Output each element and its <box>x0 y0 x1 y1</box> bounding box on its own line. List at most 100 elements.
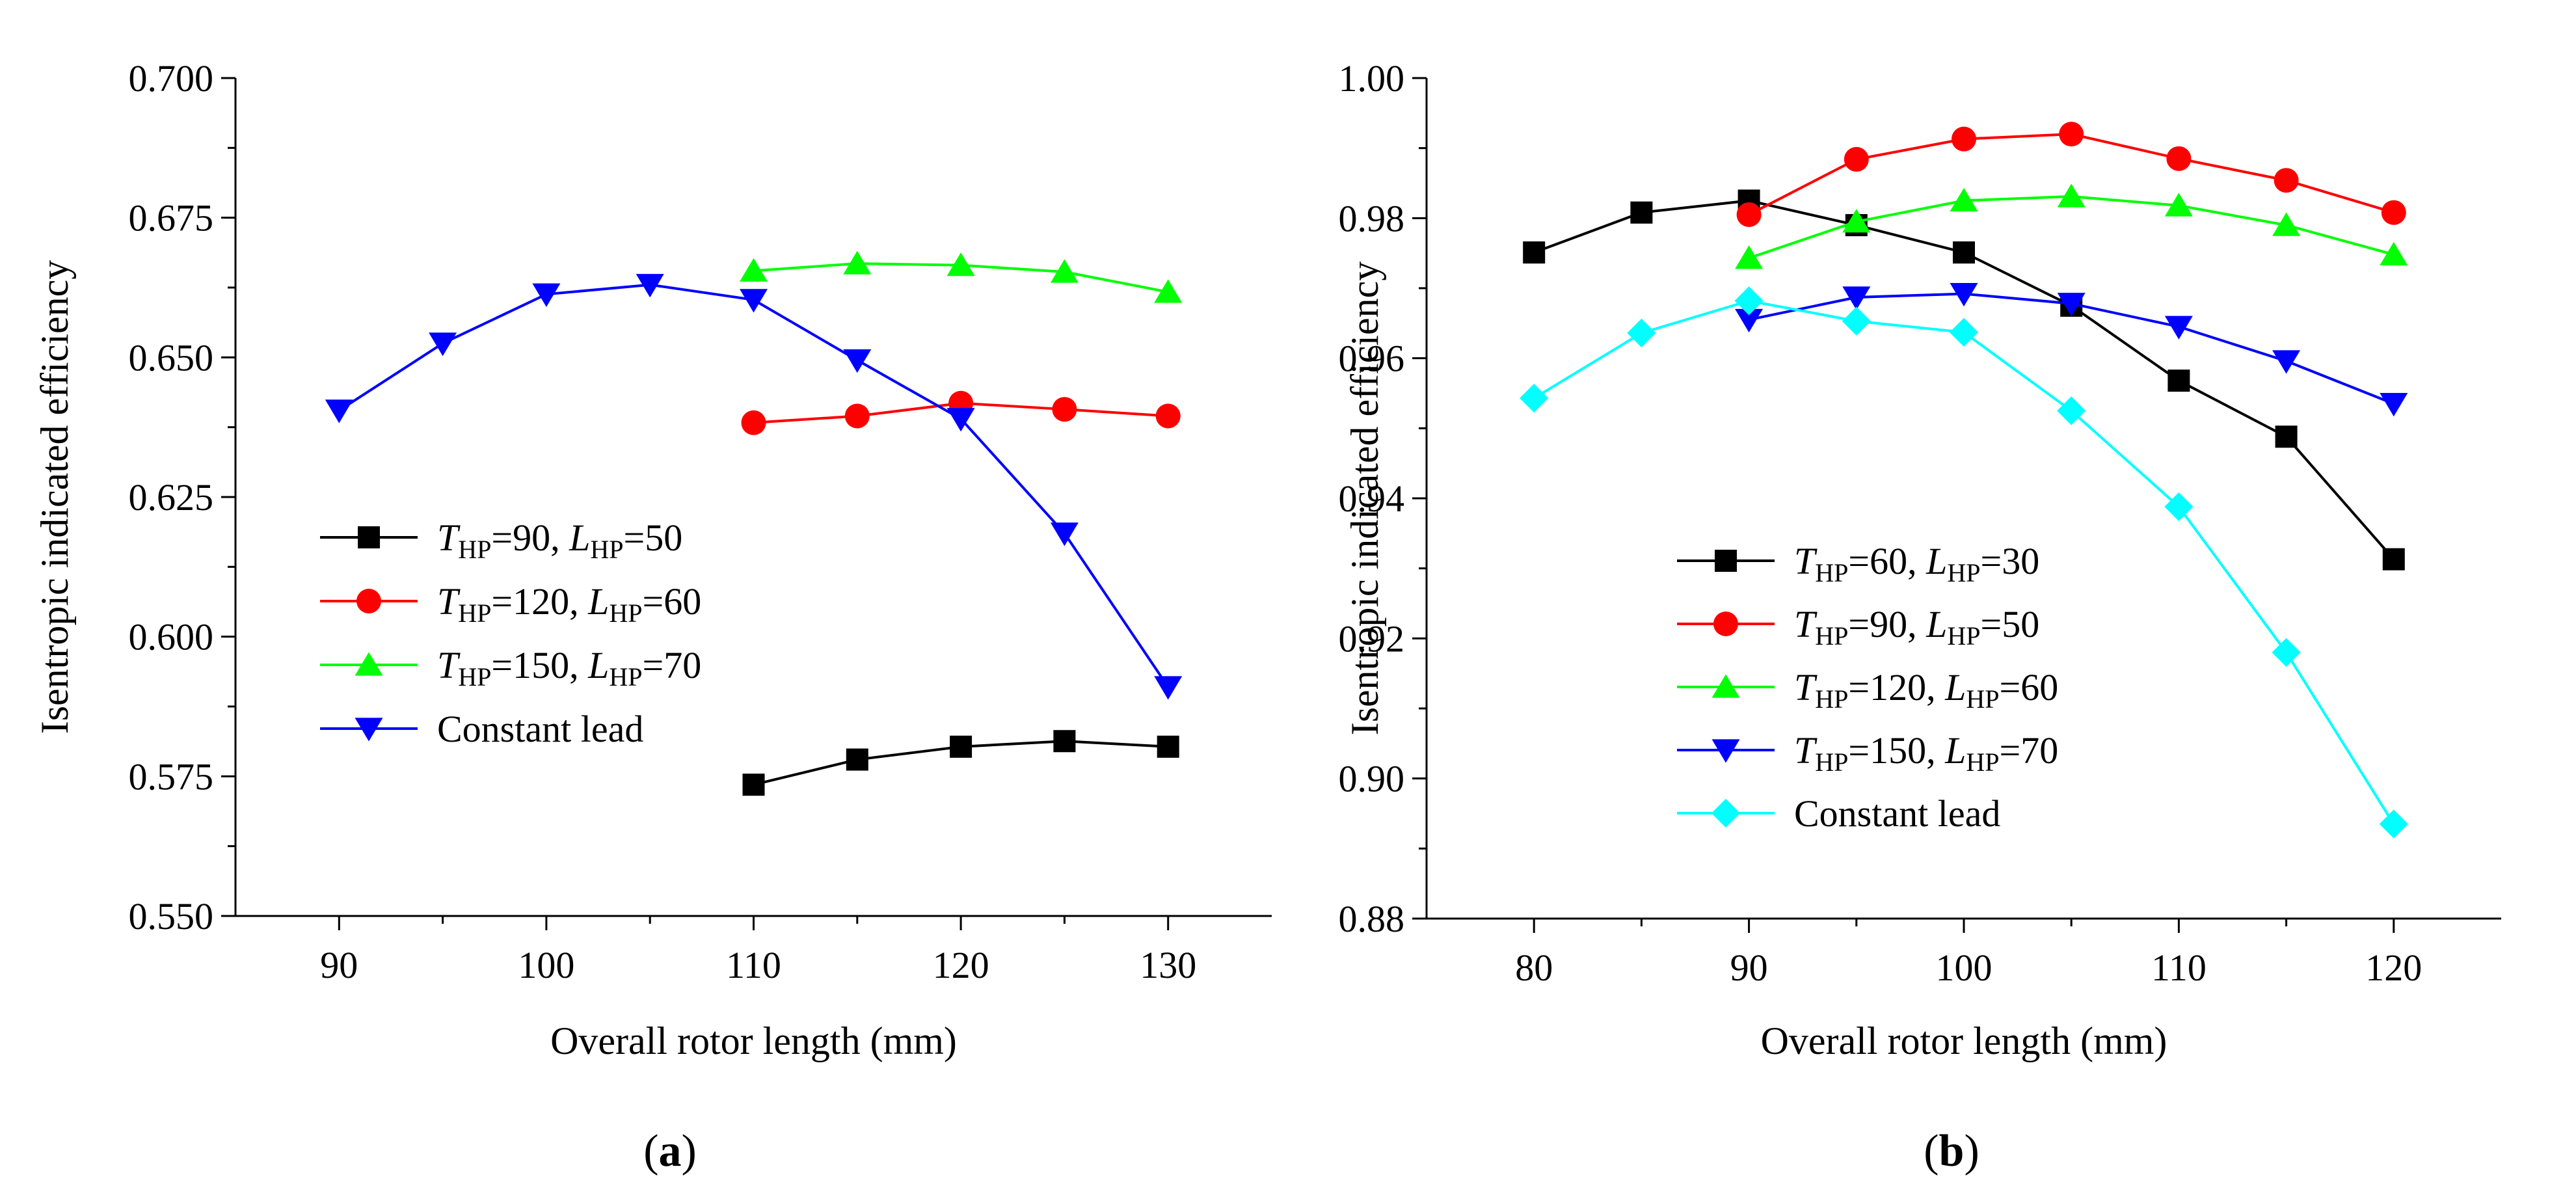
y-tick-label: 0.675 <box>129 197 214 239</box>
legend-marker <box>1713 612 1738 636</box>
legend-marker <box>355 652 383 676</box>
panel-label: (b) <box>1924 1126 1979 1176</box>
data-point <box>636 274 664 298</box>
legend-marker <box>358 526 380 548</box>
data-point <box>2272 638 2301 667</box>
x-tick-label: 90 <box>320 944 358 986</box>
data-point <box>2274 168 2299 193</box>
y-tick-label: 1.00 <box>1339 57 1405 100</box>
data-point <box>741 410 766 435</box>
legend-item: THP=60, LHP=30 <box>1677 540 2039 587</box>
data-point <box>1050 259 1079 283</box>
data-point <box>2379 809 2408 839</box>
legend-item: THP=150, LHP=70 <box>1677 729 2058 777</box>
data-point <box>1627 318 1656 348</box>
data-point <box>742 773 765 796</box>
legend-marker <box>1711 798 1741 828</box>
legend-label: Constant lead <box>437 708 643 750</box>
legend-marker <box>1715 550 1737 572</box>
legend-label: THP=150, LHP=70 <box>437 644 701 692</box>
y-axis-label: Isentropic indicated efficiency <box>33 260 76 734</box>
data-point <box>532 283 561 307</box>
data-point <box>946 252 975 276</box>
legend: THP=90, LHP=50 THP=120, LHP=60 THP=150, LH… <box>320 517 701 750</box>
legend-label: THP=120, LHP=60 <box>437 580 701 628</box>
series-1 <box>1523 189 2405 571</box>
x-tick-label: 100 <box>518 944 574 986</box>
data-point <box>2059 122 2084 147</box>
data-point <box>429 332 457 356</box>
series-4 <box>1735 282 2408 417</box>
data-point <box>1520 383 1549 413</box>
legend-item: THP=120, LHP=60 <box>1677 666 2058 714</box>
data-point <box>739 289 768 313</box>
x-tick-label: 130 <box>1140 944 1196 986</box>
x-tick-label: 120 <box>933 944 989 986</box>
data-point <box>739 258 768 282</box>
y-tick-label: 0.98 <box>1339 197 1405 239</box>
y-tick-label: 0.88 <box>1339 898 1405 940</box>
data-point <box>1952 126 1976 152</box>
data-point <box>2164 492 2194 522</box>
legend-label: THP=60, LHP=30 <box>1794 540 2039 587</box>
data-point <box>2057 396 2086 425</box>
data-point <box>1734 286 1764 316</box>
legend-label: THP=90, LHP=50 <box>437 517 682 564</box>
data-point <box>2380 241 2408 265</box>
legend-item: THP=90, LHP=50 <box>320 517 682 564</box>
data-point <box>1735 245 1764 269</box>
legend-item: THP=150, LHP=70 <box>320 644 701 692</box>
x-tick-label: 110 <box>726 944 781 986</box>
data-point <box>2167 370 2190 392</box>
data-point <box>843 349 872 373</box>
x-axis-label: Overall rotor length (mm) <box>1761 1019 2167 1062</box>
x-axis-label: Overall rotor length (mm) <box>550 1019 957 1062</box>
data-point <box>2164 193 2193 217</box>
data-point <box>1953 241 1975 264</box>
y-tick-label: 0.96 <box>1339 338 1405 380</box>
data-point <box>946 408 975 432</box>
data-point <box>1630 201 1653 224</box>
data-point <box>2057 293 2086 317</box>
data-point <box>1050 522 1079 546</box>
data-point <box>1157 735 1179 758</box>
legend-item: THP=90, LHP=50 <box>1677 603 2039 651</box>
data-point <box>1735 308 1764 332</box>
series-5 <box>1520 286 2408 839</box>
chart-panel-a: 90 100 110 120 130 0.550 0.575 0.600 0.625 0.650 0… <box>33 57 1272 1176</box>
data-point <box>325 399 353 424</box>
data-point <box>1844 146 1869 172</box>
legend-marker <box>1711 674 1740 698</box>
data-point <box>1950 282 1978 307</box>
x-tick-label: 100 <box>1936 947 1992 989</box>
data-point <box>843 250 872 275</box>
data-point <box>2381 200 2406 225</box>
series-1 <box>742 730 1179 796</box>
data-point <box>1523 241 1546 264</box>
data-point <box>846 748 868 771</box>
y-tick-label: 0.94 <box>1339 477 1405 520</box>
data-point <box>2272 212 2301 236</box>
y-tick-label: 0.90 <box>1339 758 1405 800</box>
data-point <box>2057 183 2086 208</box>
data-point <box>1155 403 1181 429</box>
legend-item: Constant lead <box>1677 792 2000 835</box>
x-tick-label: 80 <box>1515 947 1553 989</box>
legend-item: Constant lead <box>320 708 643 750</box>
legend-label: Constant lead <box>1794 792 2000 835</box>
legend-label: THP=90, LHP=50 <box>1794 603 2039 651</box>
x-tick-label: 120 <box>2365 947 2422 989</box>
series-3 <box>739 250 1183 303</box>
legend-marker <box>355 718 383 742</box>
data-point <box>1842 306 1871 336</box>
series-2 <box>1736 122 2406 227</box>
legend-label: THP=120, LHP=60 <box>1794 666 2058 714</box>
data-point <box>950 735 973 758</box>
data-point <box>2275 425 2298 448</box>
y-tick-label: 0.600 <box>129 616 214 658</box>
data-point <box>2272 350 2301 374</box>
data-point <box>1154 676 1183 700</box>
y-tick-label: 0.575 <box>129 755 214 798</box>
data-point <box>2380 393 2408 417</box>
